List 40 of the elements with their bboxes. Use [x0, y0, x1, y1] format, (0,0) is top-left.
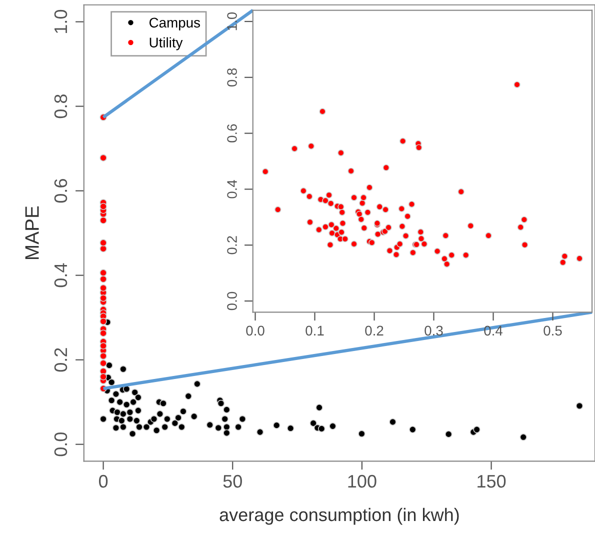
x-tick-label: 0.2: [365, 326, 384, 336]
y-tick-label: 0.4: [227, 180, 237, 198]
x-tick-label: 0.1: [306, 326, 324, 336]
x-tick-label: 0.3: [424, 326, 443, 336]
point: [100, 245, 107, 252]
point: [100, 216, 107, 224]
y-tick-label: 0.8: [227, 68, 237, 86]
x-tick-label: 100: [348, 474, 376, 488]
point: [100, 269, 107, 276]
x-axis-title: average consumption (in kwh): [220, 508, 459, 525]
legend-label: Utility: [150, 37, 183, 50]
y-tick-label: 1.0: [54, 10, 68, 33]
point: [100, 342, 107, 350]
legend-label: Campus: [149, 18, 200, 30]
y-tick-label: 0.2: [54, 348, 68, 372]
x-tick-label: 50: [223, 474, 242, 488]
y-tick-label: 0.6: [227, 124, 237, 142]
point: [100, 239, 107, 246]
point: [100, 352, 107, 360]
x-tick-label: 0: [98, 474, 108, 488]
y-tick-label: 0.6: [54, 179, 68, 203]
x-tick-label: 0.5: [544, 326, 562, 336]
y-tick-label: 0.0: [227, 292, 237, 310]
y-axis-title: MAPE: [25, 206, 39, 260]
y-tick-label: 0.0: [54, 432, 68, 456]
y-tick-label: 0.2: [227, 236, 237, 254]
y-tick-label: 0.4: [54, 263, 68, 288]
x-tick-label: 150: [478, 474, 506, 488]
point: [100, 318, 107, 325]
point: [100, 294, 107, 302]
point: [100, 276, 107, 283]
point: [100, 360, 107, 367]
point: [100, 373, 107, 380]
y-tick-label: 0.8: [54, 94, 68, 118]
point: [100, 284, 107, 292]
point: [100, 154, 107, 162]
x-tick-label: 0.0: [246, 326, 264, 336]
point: [100, 202, 107, 210]
point: [100, 330, 107, 337]
y-tick-label: 1.0: [227, 12, 237, 30]
